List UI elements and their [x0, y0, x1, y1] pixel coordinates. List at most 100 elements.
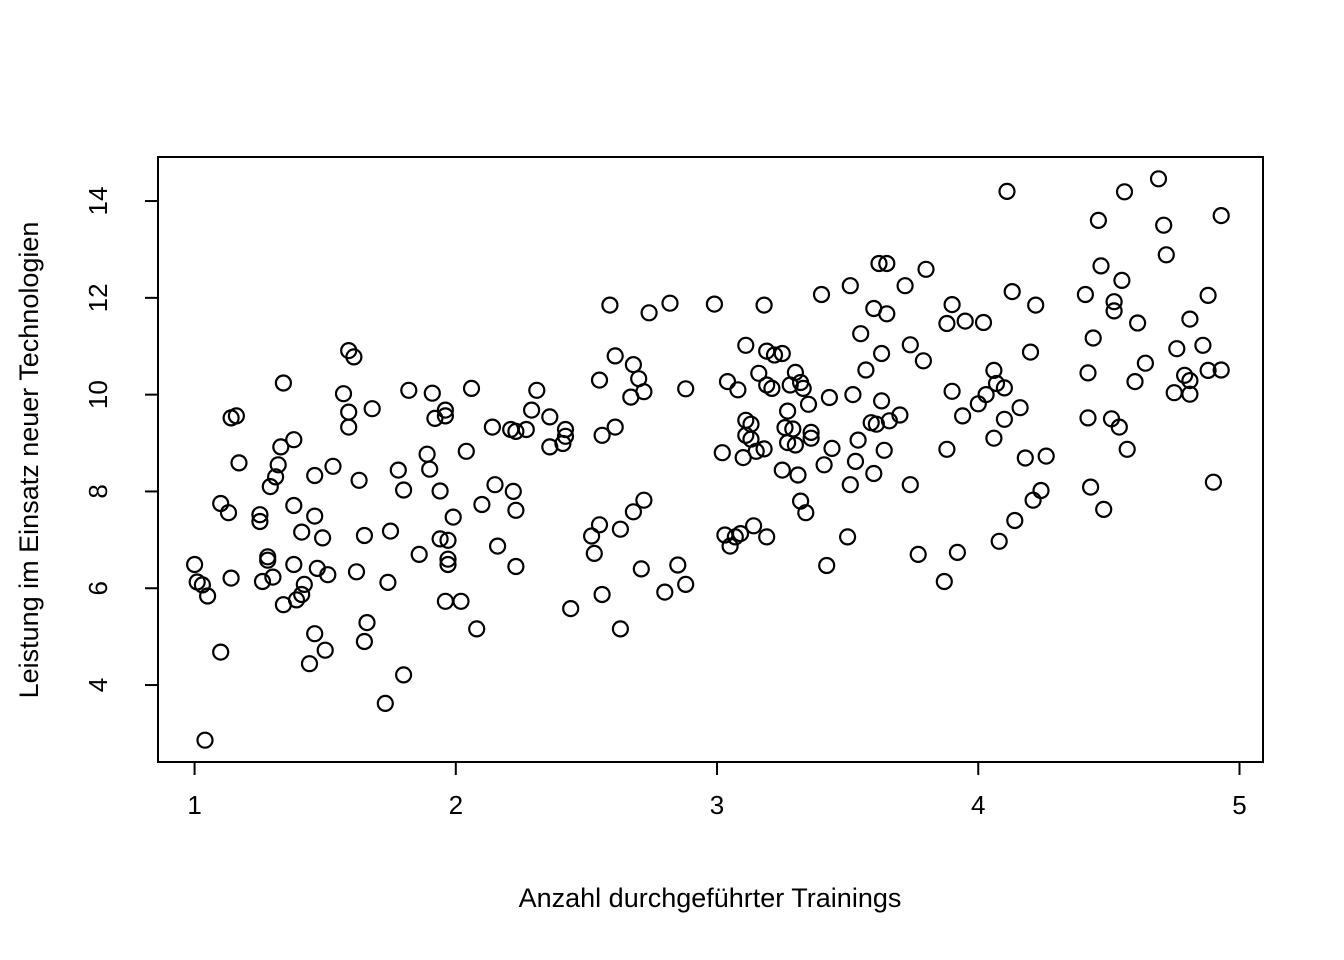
data-point: [517, 420, 535, 439]
data-point: [758, 528, 776, 546]
data-point: [1118, 440, 1136, 458]
data-point: [376, 694, 394, 713]
data-point: [431, 482, 449, 500]
data-point: [677, 380, 695, 398]
x-axis-ticks: 1 2 3 4 5: [187, 762, 1247, 820]
data-point: [943, 296, 961, 314]
data-point: [452, 592, 470, 610]
data-point: [347, 563, 366, 581]
data-point: [1194, 336, 1212, 354]
data-point: [878, 254, 896, 273]
data-point: [990, 532, 1008, 550]
data-point: [802, 429, 820, 447]
data-point: [264, 568, 282, 586]
data-point: [436, 592, 454, 610]
data-point: [909, 545, 927, 564]
data-point: [1079, 409, 1097, 427]
data-point: [395, 666, 413, 684]
data-point: [316, 641, 334, 659]
data-point: [713, 444, 731, 462]
data-point: [261, 478, 279, 496]
data-point: [786, 436, 805, 454]
data-point: [661, 294, 679, 312]
data-point: [468, 620, 486, 638]
data-point: [1095, 500, 1113, 518]
x-tick-label: 3: [710, 790, 724, 820]
data-point: [418, 445, 436, 463]
data-point: [624, 356, 643, 374]
data-point: [763, 379, 781, 397]
data-point: [841, 277, 859, 295]
data-point: [251, 506, 269, 524]
data-point: [995, 410, 1014, 428]
data-point: [846, 452, 865, 470]
data-point: [935, 572, 953, 591]
data-point: [635, 383, 653, 401]
data-point: [400, 381, 418, 399]
data-point: [1175, 366, 1194, 384]
data-point: [797, 504, 815, 522]
data-point: [230, 454, 248, 472]
data-point: [838, 528, 857, 546]
data-point: [504, 482, 522, 500]
data-point: [914, 352, 933, 370]
data-point: [1011, 399, 1029, 417]
data-point: [582, 527, 601, 545]
data-point: [1204, 473, 1223, 491]
data-point: [1006, 511, 1024, 530]
data-point: [606, 418, 624, 436]
data-point: [737, 336, 755, 354]
data-point: [1081, 478, 1100, 496]
data-point: [985, 429, 1003, 447]
data-point: [778, 434, 797, 452]
data-point: [755, 296, 773, 314]
data-point: [1089, 211, 1108, 229]
y-tick-label: 10: [83, 380, 113, 409]
data-point: [259, 548, 277, 566]
data-point: [815, 456, 833, 474]
data-point: [319, 566, 337, 584]
data-point: [938, 314, 956, 333]
data-point: [227, 407, 245, 425]
data-point: [462, 379, 481, 397]
data-point: [1212, 361, 1230, 379]
data-point: [677, 575, 695, 594]
y-tick-label: 4: [83, 678, 113, 692]
data-point: [381, 522, 400, 540]
data-point: [1115, 183, 1134, 201]
data-point: [219, 504, 238, 522]
data-point: [1199, 361, 1217, 379]
data-point: [251, 512, 269, 531]
data-point: [528, 381, 546, 399]
data-point: [656, 583, 674, 601]
data-point: [355, 632, 373, 651]
data-point: [300, 655, 319, 673]
data-point: [285, 555, 303, 574]
y-tick-label: 8: [83, 484, 113, 498]
data-point: [799, 395, 818, 413]
data-point: [948, 543, 967, 562]
data-point: [872, 392, 891, 410]
data-point: [541, 408, 559, 426]
plot-area-border: [157, 156, 1264, 763]
data-point: [938, 440, 956, 458]
data-point: [611, 520, 630, 538]
data-point: [212, 494, 230, 513]
data-point: [611, 620, 630, 638]
data-point: [872, 344, 891, 363]
data-point: [483, 418, 501, 436]
data-point: [486, 476, 504, 494]
data-point: [901, 476, 919, 494]
data-point: [875, 441, 893, 459]
data-point: [721, 537, 739, 555]
data-point: [590, 516, 609, 534]
data-point: [222, 569, 240, 587]
data-points-layer: [186, 170, 1230, 749]
y-tick-label: 14: [83, 187, 113, 216]
data-point: [293, 523, 311, 541]
data-point: [734, 449, 752, 467]
data-point: [1168, 340, 1186, 358]
data-point: [1092, 257, 1110, 275]
data-point: [345, 348, 363, 366]
data-point: [379, 573, 397, 592]
